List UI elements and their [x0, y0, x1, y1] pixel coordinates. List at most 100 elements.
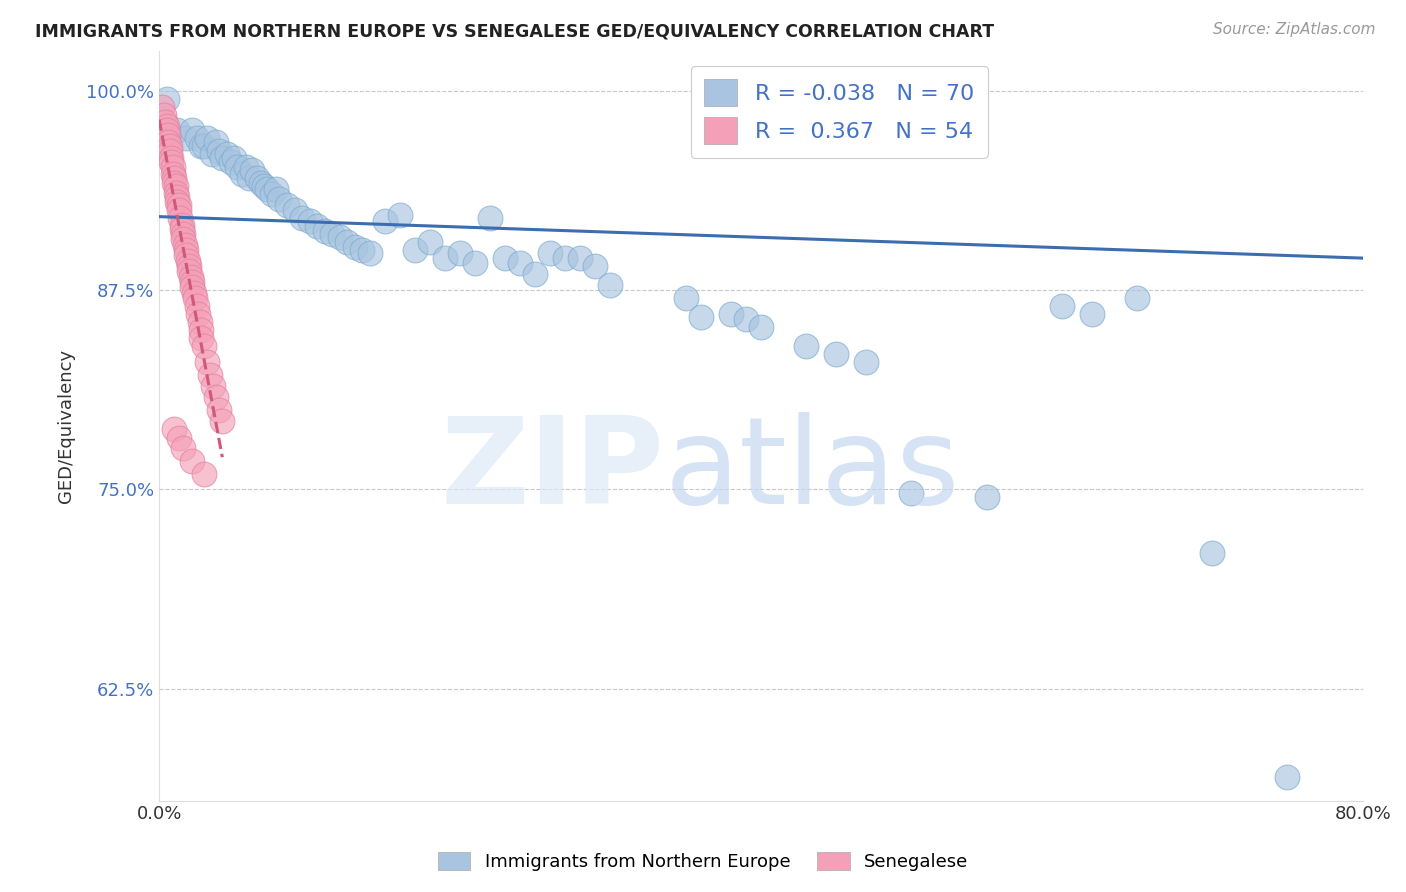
Point	[343, 240, 366, 254]
Point	[352, 243, 374, 257]
Legend: R = -0.038   N = 70, R =  0.367   N = 54: R = -0.038 N = 70, R = 0.367 N = 54	[690, 65, 987, 158]
Point	[166, 123, 188, 137]
Point	[208, 402, 231, 417]
Point	[404, 243, 426, 257]
Point	[208, 145, 231, 159]
Point	[211, 414, 233, 428]
Point	[388, 208, 411, 222]
Point	[163, 176, 186, 190]
Point	[689, 310, 711, 325]
Point	[160, 151, 183, 165]
Point	[359, 246, 381, 260]
Point	[181, 454, 204, 468]
Point	[205, 390, 228, 404]
Point	[170, 222, 193, 236]
Point	[165, 179, 187, 194]
Point	[246, 171, 269, 186]
Point	[283, 203, 305, 218]
Point	[314, 224, 336, 238]
Point	[163, 422, 186, 436]
Point	[187, 307, 209, 321]
Point	[1277, 770, 1299, 784]
Point	[329, 230, 352, 244]
Point	[190, 139, 212, 153]
Point	[159, 139, 181, 153]
Point	[200, 368, 222, 382]
Point	[166, 190, 188, 204]
Point	[238, 171, 260, 186]
Point	[211, 151, 233, 165]
Point	[180, 270, 202, 285]
Point	[190, 323, 212, 337]
Point	[201, 147, 224, 161]
Point	[855, 355, 877, 369]
Point	[167, 431, 190, 445]
Point	[181, 123, 204, 137]
Point	[172, 232, 194, 246]
Text: Source: ZipAtlas.com: Source: ZipAtlas.com	[1212, 22, 1375, 37]
Point	[231, 167, 253, 181]
Point	[152, 107, 174, 121]
Point	[307, 219, 329, 234]
Point	[181, 280, 204, 294]
Point	[157, 128, 180, 143]
Point	[193, 339, 215, 353]
Point	[193, 467, 215, 481]
Point	[509, 256, 531, 270]
Point	[266, 182, 288, 196]
Point	[464, 256, 486, 270]
Point	[419, 235, 441, 249]
Point	[250, 176, 273, 190]
Point	[186, 299, 208, 313]
Point	[162, 160, 184, 174]
Point	[433, 251, 456, 265]
Point	[794, 339, 817, 353]
Point	[253, 179, 276, 194]
Point	[165, 186, 187, 200]
Point	[825, 347, 848, 361]
Y-axis label: GED/Equivalency: GED/Equivalency	[58, 349, 75, 503]
Point	[494, 251, 516, 265]
Text: IMMIGRANTS FROM NORTHERN EUROPE VS SENEGALESE GED/EQUIVALENCY CORRELATION CHART: IMMIGRANTS FROM NORTHERN EUROPE VS SENEG…	[35, 22, 994, 40]
Point	[202, 378, 225, 392]
Point	[224, 151, 246, 165]
Legend: Immigrants from Northern Europe, Senegalese: Immigrants from Northern Europe, Senegal…	[430, 845, 976, 879]
Point	[260, 187, 283, 202]
Point	[569, 251, 592, 265]
Point	[150, 99, 173, 113]
Point	[256, 182, 278, 196]
Point	[157, 135, 180, 149]
Point	[900, 485, 922, 500]
Point	[153, 115, 176, 129]
Point	[449, 246, 471, 260]
Point	[242, 163, 264, 178]
Point	[276, 198, 298, 212]
Point	[583, 259, 606, 273]
Point	[156, 119, 179, 133]
Point	[174, 131, 197, 145]
Point	[221, 155, 243, 169]
Point	[298, 214, 321, 228]
Point	[160, 155, 183, 169]
Point	[720, 307, 742, 321]
Point	[599, 278, 621, 293]
Point	[1126, 291, 1149, 305]
Point	[291, 211, 314, 226]
Point	[235, 160, 257, 174]
Point	[181, 275, 204, 289]
Point	[174, 243, 197, 257]
Point	[179, 259, 201, 273]
Point	[172, 441, 194, 455]
Point	[675, 291, 697, 305]
Point	[524, 267, 547, 281]
Point	[177, 254, 200, 268]
Point	[162, 167, 184, 181]
Point	[976, 491, 998, 505]
Point	[173, 238, 195, 252]
Point	[163, 171, 186, 186]
Point	[336, 235, 359, 249]
Text: ZIP: ZIP	[441, 412, 665, 529]
Point	[749, 319, 772, 334]
Point	[156, 91, 179, 105]
Point	[374, 214, 396, 228]
